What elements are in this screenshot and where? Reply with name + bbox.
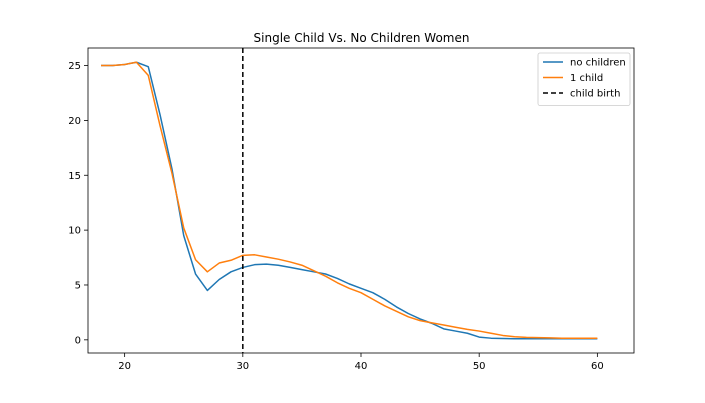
y-tick-label: 5 bbox=[75, 280, 81, 291]
y-tick-label: 15 bbox=[68, 171, 81, 182]
x-tick-label: 20 bbox=[118, 361, 131, 372]
x-tick-label: 50 bbox=[473, 361, 486, 372]
legend-label: child birth bbox=[570, 89, 620, 100]
x-tick-label: 40 bbox=[355, 361, 368, 372]
y-tick-label: 20 bbox=[68, 116, 81, 127]
x-tick-label: 60 bbox=[591, 361, 604, 372]
series-line-1-child bbox=[101, 61, 598, 339]
legend-label: no children bbox=[570, 58, 626, 69]
chart-title: Single Child Vs. No Children Women bbox=[254, 31, 470, 45]
x-tick-label: 30 bbox=[236, 361, 249, 372]
y-tick-label: 10 bbox=[68, 226, 81, 237]
y-tick-label: 25 bbox=[68, 61, 81, 72]
series-line-no-children bbox=[101, 61, 598, 340]
plot-area: 20 30 40 50 60 0 5 10 15 20 25 bbox=[68, 47, 635, 372]
legend-label: 1 child bbox=[570, 73, 603, 84]
legend: no children 1 child child birth bbox=[537, 52, 631, 106]
y-tick-label: 0 bbox=[75, 335, 81, 346]
